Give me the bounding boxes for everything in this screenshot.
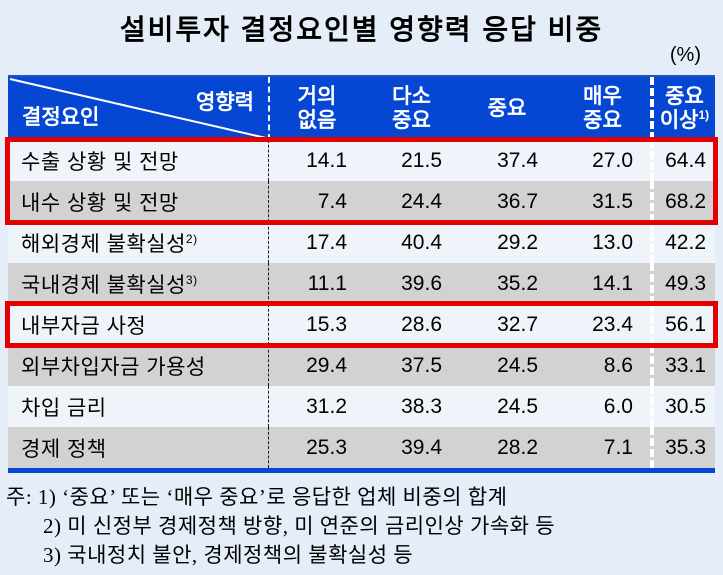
value-cell: 30.5	[650, 386, 715, 427]
value-cell: 15.3	[268, 304, 364, 345]
value-cell: 38.3	[401, 394, 442, 418]
table-row: 외부차입자금 가용성 29.4 37.5 24.5 8.6 33.1	[8, 345, 715, 386]
row-label: 국내경제 불확실성3)	[21, 272, 198, 297]
header-cell: 중요 이상1)	[650, 77, 715, 140]
footnote-marker: 2)	[185, 231, 198, 246]
value-cell: 8.6	[603, 353, 633, 377]
value-cell: 35.2	[497, 271, 538, 295]
value-cell: 37.4	[497, 148, 538, 172]
value-cell: 31.2	[268, 386, 364, 427]
value-cell: 6.0	[603, 394, 633, 418]
header-cell: 매우 중요	[583, 84, 622, 132]
influence-table: 영향력 결정요인 거의 없음 다소 중요 중요 매우 중요 중요 이상1) 수출 상황 및 전망…	[5, 75, 718, 473]
table-row: 내부자금 사정 15.3 28.6 32.7 23.4 56.1	[8, 304, 715, 345]
value-cell: 24.4	[401, 189, 442, 213]
value-cell: 14.1	[268, 140, 364, 181]
value-cell: 42.2	[650, 222, 715, 263]
row-label: 내수 상황 및 전망	[21, 191, 179, 215]
value-cell: 7.1	[603, 435, 633, 459]
table-row: 내수 상황 및 전망 7.4 24.4 36.7 31.5 68.2	[8, 181, 715, 222]
value-cell: 29.2	[497, 230, 538, 254]
value-cell: 39.6	[401, 271, 442, 295]
header-cell: 다소 중요	[392, 84, 431, 132]
value-cell: 7.4	[268, 181, 364, 222]
value-cell: 49.3	[650, 263, 715, 304]
value-cell: 24.5	[497, 353, 538, 377]
value-cell: 64.4	[650, 140, 715, 181]
header-cell: 거의 없음	[268, 77, 364, 140]
footnote-line: 주: 1) ‘중요’ 또는 ‘매우 중요’로 응답한 업체 비중의 합계	[6, 485, 508, 509]
value-cell: 56.1	[650, 304, 715, 345]
footnote-marker: 3)	[185, 272, 198, 287]
footnote-line: 2) 미 신정부 경제정책 방향, 미 연준의 금리인상 가속화 등	[43, 514, 556, 538]
footnote-marker: 1)	[698, 107, 710, 122]
value-cell: 39.4	[401, 435, 442, 459]
table-row: 국내경제 불확실성3) 11.1 39.6 35.2 14.1 49.3	[8, 263, 715, 304]
table-body: 수출 상황 및 전망 14.1 21.5 37.4 27.0 64.4 내수 상황 및 전망…	[8, 140, 715, 468]
value-cell: 25.3	[268, 427, 364, 468]
page-title: 설비투자 결정요인별 영향력 응답 비중	[119, 14, 604, 45]
header-cell: 중요	[487, 96, 527, 120]
value-cell: 14.1	[592, 271, 633, 295]
diagonal-line-icon	[9, 78, 267, 139]
row-label: 수출 상황 및 전망	[21, 150, 179, 174]
header-corner-cell: 영향력 결정요인	[8, 77, 268, 140]
table-row: 수출 상황 및 전망 14.1 21.5 37.4 27.0 64.4	[8, 140, 715, 181]
footnotes: 주: 1) ‘중요’ 또는 ‘매우 중요’로 응답한 업체 비중의 합계 2) 미…	[6, 483, 721, 570]
table-bottom-border	[8, 468, 715, 473]
row-label: 외부차입자금 가용성	[21, 355, 206, 379]
value-cell: 24.5	[497, 394, 538, 418]
footnote-line: 3) 국내정치 불안, 경제정책의 불확실성 등	[43, 543, 414, 567]
value-cell: 36.7	[497, 189, 538, 213]
value-cell: 13.0	[592, 230, 633, 254]
row-label: 내부자금 사정	[21, 314, 147, 338]
value-cell: 32.7	[497, 312, 538, 336]
table-row: 해외경제 불확실성2) 17.4 40.4 29.2 13.0 42.2	[8, 222, 715, 263]
value-cell: 27.0	[592, 148, 633, 172]
value-cell: 29.4	[268, 345, 364, 386]
value-cell: 35.3	[650, 427, 715, 468]
header-row: 영향력 결정요인 거의 없음 다소 중요 중요 매우 중요 중요 이상1)	[8, 75, 715, 140]
row-label: 경제 정책	[21, 437, 107, 461]
value-cell: 68.2	[650, 181, 715, 222]
value-cell: 33.1	[650, 345, 715, 386]
value-cell: 11.1	[268, 263, 364, 304]
table-row: 경제 정책 25.3 39.4 28.2 7.1 35.3	[8, 427, 715, 468]
value-cell: 31.5	[592, 189, 633, 213]
value-cell: 17.4	[268, 222, 364, 263]
header-factor-label: 결정요인	[22, 106, 100, 129]
value-cell: 21.5	[401, 148, 442, 172]
table-row: 차입 금리 31.2 38.3 24.5 6.0 30.5	[8, 386, 715, 427]
row-label: 해외경제 불확실성2)	[21, 231, 198, 256]
row-label: 차입 금리	[21, 396, 107, 420]
unit-label: (%)	[669, 44, 701, 66]
value-cell: 28.6	[401, 312, 442, 336]
value-cell: 23.4	[592, 312, 633, 336]
value-cell: 37.5	[401, 353, 442, 377]
value-cell: 40.4	[401, 230, 442, 254]
value-cell: 28.2	[497, 435, 538, 459]
header-influence-label: 영향력	[196, 91, 254, 114]
